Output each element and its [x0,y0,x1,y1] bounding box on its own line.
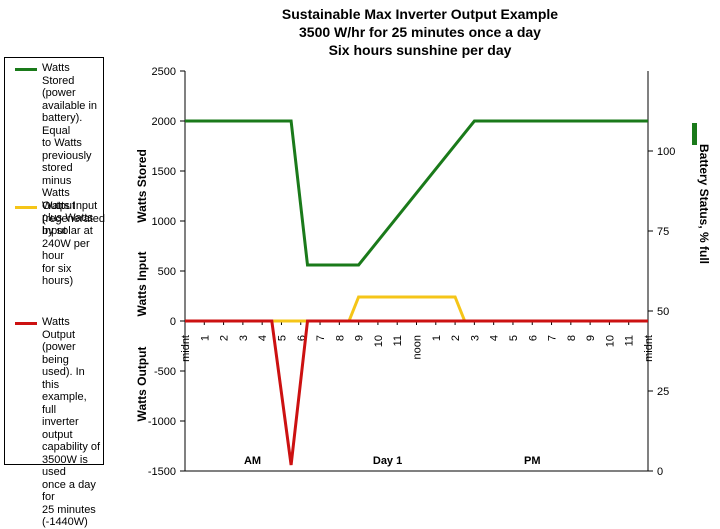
chart-plot: -1500-1000-50005001000150020002500025507… [135,66,711,478]
x-tick-label: 5 [508,335,520,341]
y-axis-label-segment: Watts Input [135,252,149,317]
x-tick-label: 6 [296,335,308,341]
legend-entry-watts-input: Watts Input (regenerated by solar at 240… [15,200,105,288]
x-tick-label: 6 [527,335,539,341]
y-tick-label: 2000 [152,116,176,128]
y-axis-label-segment: Watts Stored [135,149,149,223]
x-tick-label: 11 [392,335,404,346]
y2-tick-label: 0 [657,466,663,478]
x-tick-label: 7 [315,335,327,341]
x-tick-label: 4 [257,335,269,341]
series-line-watts-stored [185,119,648,267]
legend-swatch-watts-input [15,206,37,209]
legend-swatch-watts-output [15,322,37,325]
x-tick-label: midnt [180,335,192,362]
series-line-watts-output [185,319,648,466]
y-tick-label: -1500 [148,466,176,478]
x-tick-label: 11 [624,335,636,346]
x-tick-label: 2 [219,335,231,341]
x-tick-label: 10 [373,335,385,347]
y2-tick-label: 75 [657,226,669,238]
legend-label-watts-stored: Watts Stored (power available in battery… [42,62,98,237]
x-tick-label: 8 [334,335,346,341]
y2-tick-label: 25 [657,386,669,398]
chart-title-line-2: 3500 W/hr for 25 minutes once a day [299,24,541,40]
y2-tick-label: 100 [657,146,675,158]
y-tick-label: 1000 [152,216,176,228]
period-label: AM [244,455,261,467]
y2-axis-label-marker [692,123,697,145]
x-tick-label: 1 [199,335,211,341]
legend-label-watts-input: Watts Input (regenerated by solar at 240… [42,200,105,287]
x-tick-label: 3 [238,335,250,341]
x-tick-label: 3 [469,335,481,341]
y2-axis-label: Battery Status, % full [697,144,711,264]
x-tick-label: 7 [547,335,559,341]
y-tick-label: 1500 [152,166,176,178]
chart-title-line-1: Sustainable Max Inverter Output Example [281,6,559,22]
y2-tick-label: 50 [657,306,669,318]
y-tick-label: 500 [158,266,176,278]
legend-swatch-watts-stored [15,68,37,71]
x-tick-label: 1 [431,335,443,341]
x-tick-label: 8 [566,335,578,341]
y-tick-label: -500 [154,366,176,378]
period-label: PM [524,455,541,467]
x-tick-label: 4 [489,335,501,341]
x-tick-label: 9 [585,335,597,341]
x-tick-label: 2 [450,335,462,341]
y-axis-label-segment: Watts Output [135,347,149,422]
series-line-watts-input [185,295,648,323]
legend-entry-watts-stored: Watts Stored (power available in battery… [15,62,103,237]
chart-title-line-3: Six hours sunshine per day [328,42,512,58]
x-tick-label: 9 [354,335,366,341]
x-tick-label: noon [412,335,424,359]
x-tick-label: 10 [604,335,616,347]
y-tick-label: 0 [170,316,176,328]
period-label: Day 1 [373,455,402,467]
x-tick-label: midnt [643,335,655,362]
y-tick-label: -1000 [148,416,176,428]
y-tick-label: 2500 [152,66,176,78]
x-tick-label: 5 [276,335,288,341]
